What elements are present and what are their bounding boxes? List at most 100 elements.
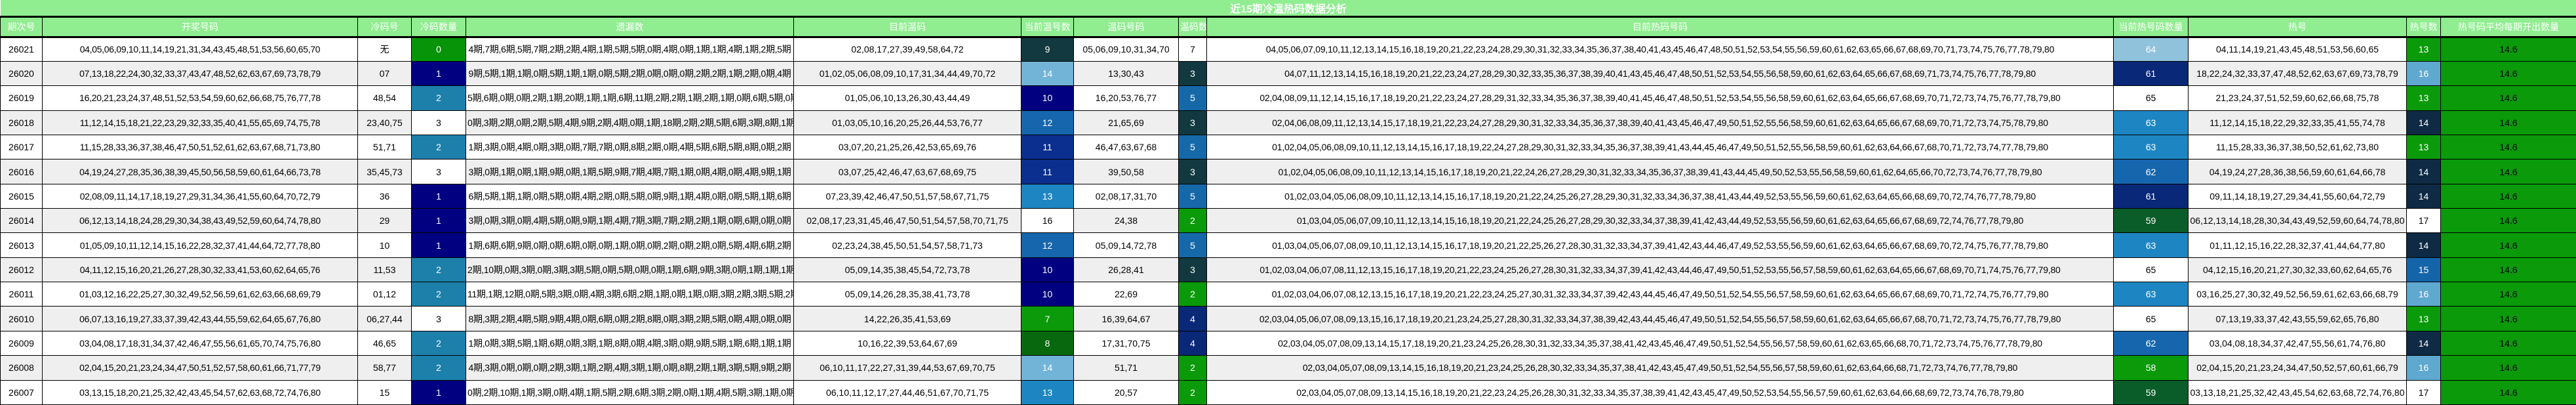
avg-per-period-cell: 14.6 <box>2440 36 2576 62</box>
period-cell: 26013 <box>0 232 43 258</box>
warm-current-cell: 03,07,25,42,46,47,63,67,68,69,75 <box>793 159 1021 184</box>
hot-numbers-list-cell: 04,07,11,12,13,14,15,16,18,19,20,21,22,2… <box>1206 60 2114 87</box>
hot-numbers-count-cell: 16 <box>2406 282 2441 307</box>
miss-counts-cell: 3期,0期,3期,0期,4期,5期,0期,9期,1期,4期,7期,3期,7期,2… <box>466 208 794 234</box>
warm-current-cell: 02,08,17,27,39,49,58,64,72 <box>793 36 1021 62</box>
hot-numbers-list-cell: 02,03,04,05,07,08,09,13,14,15,17,18,19,2… <box>1206 330 2114 356</box>
warm-current-count-cell: 11 <box>1021 159 1074 184</box>
table-row: 26013 01,05,09,10,11,12,14,15,16,22,28,32… <box>0 232 2576 258</box>
column-header-miss-counts: 遗漏数 <box>466 16 794 38</box>
cold-count-cell: 1 <box>411 208 466 234</box>
column-header-hot-count: 当前热号码数量 <box>2113 16 2189 38</box>
avg-per-period-cell: 14.6 <box>2440 183 2576 209</box>
table-row: 26010 06,07,13,16,19,27,33,37,39,42,43,44… <box>0 306 2576 331</box>
cold-count-cell: 1 <box>411 183 466 209</box>
column-header-warm-current-count: 当前温号数 <box>1021 16 1074 38</box>
avg-per-period-cell: 14.6 <box>2440 379 2576 405</box>
warm-count-cell: 2 <box>1178 282 1207 307</box>
warm-numbers-cell: 46,47,63,67,68 <box>1073 134 1179 160</box>
hot-numbers-cell: 03,04,08,18,34,37,42,47,55,56,61,74,76,8… <box>2188 330 2407 356</box>
table-row: 26020 07,13,18,22,24,30,32,33,37,43,47,48… <box>0 60 2576 87</box>
miss-counts-cell: 4期,3期,0期,0期,0期,2期,3期,1期,2期,4期,3期,1期,0期,8… <box>466 355 794 381</box>
warm-current-count-cell: 16 <box>1021 208 1074 234</box>
avg-per-period-cell: 14.6 <box>2440 159 2576 184</box>
cold-count-cell: 2 <box>411 282 466 307</box>
title-row: 近15期冷温热码数据分析 <box>0 0 2576 18</box>
warm-count-cell: 5 <box>1178 183 1207 209</box>
table-row: 26012 04,11,12,15,16,20,21,26,27,28,30,32… <box>0 257 2576 283</box>
warm-numbers-cell: 16,20,53,76,77 <box>1073 85 1179 111</box>
table-row: 26011 01,03,12,16,22,25,27,30,32,49,52,56… <box>0 282 2576 307</box>
hot-numbers-count-cell: 15 <box>2406 257 2441 283</box>
hot-numbers-list-cell: 02,04,06,08,09,11,12,13,14,15,17,18,19,2… <box>1206 110 2114 135</box>
hot-numbers-list-cell: 02,03,04,05,07,08,09,13,14,15,16,18,19,2… <box>1206 355 2114 381</box>
column-header-cold-number: 冷码号 <box>357 16 412 38</box>
warm-numbers-cell: 13,30,43 <box>1073 60 1179 87</box>
table-row: 26017 11,15,28,33,36,37,38,46,47,50,51,52… <box>0 134 2576 160</box>
table-row: 26008 02,04,15,20,21,23,24,34,47,50,51,52… <box>0 355 2576 381</box>
warm-numbers-cell: 16,39,64,67 <box>1073 306 1179 331</box>
period-cell: 26012 <box>0 257 43 283</box>
hot-numbers-list-cell: 01,03,04,05,06,07,08,09,10,11,12,13,14,1… <box>1206 232 2114 258</box>
hot-count-cell: 63 <box>2113 110 2189 135</box>
avg-per-period-cell: 14.6 <box>2440 85 2576 111</box>
table-row: 26007 03,13,15,18,20,21,25,32,42,43,45,54… <box>0 379 2576 405</box>
warm-count-cell: 5 <box>1178 134 1207 160</box>
draw-numbers-cell: 02,04,15,20,21,23,24,34,47,50,51,52,57,5… <box>42 355 358 381</box>
period-cell: 26011 <box>0 282 43 307</box>
avg-per-period-cell: 14.6 <box>2440 110 2576 135</box>
hot-numbers-list-cell: 04,05,06,07,09,10,11,12,13,14,15,16,18,1… <box>1206 36 2114 62</box>
warm-current-cell: 05,09,14,26,28,35,38,41,73,78 <box>793 282 1021 307</box>
avg-per-period-cell: 14.6 <box>2440 60 2576 87</box>
warm-current-cell: 01,05,06,10,13,26,30,43,44,49 <box>793 85 1021 111</box>
hot-numbers-count-cell: 17 <box>2406 208 2441 234</box>
draw-numbers-cell: 01,05,09,10,11,12,14,15,16,22,28,32,37,4… <box>42 232 358 258</box>
miss-counts-cell: 0期,3期,2期,0期,2期,5期,4期,9期,2期,4期,0期,1期,18期,… <box>466 110 794 135</box>
warm-count-cell: 4 <box>1178 306 1207 331</box>
hot-numbers-count-cell: 14 <box>2406 110 2441 135</box>
cold-number-cell: 58,77 <box>357 355 412 381</box>
table-row: 26019 16,20,21,23,24,37,48,51,52,53,54,59… <box>0 85 2576 111</box>
warm-numbers-cell: 02,08,17,31,70 <box>1073 183 1179 209</box>
cold-number-cell: 06,27,44 <box>357 306 412 331</box>
miss-counts-cell: 1期,0期,3期,5期,1期,6期,0期,3期,1期,8期,0期,4期,3期,0… <box>466 330 794 356</box>
hot-numbers-list-cell: 01,03,04,05,06,07,09,10,11,12,13,14,15,1… <box>1206 208 2114 234</box>
cold-number-cell: 51,71 <box>357 134 412 160</box>
warm-current-cell: 02,08,17,23,31,45,46,47,50,51,54,57,58,7… <box>793 208 1021 234</box>
warm-current-cell: 05,09,14,35,38,45,54,72,73,78 <box>793 257 1021 283</box>
draw-numbers-cell: 11,15,28,33,36,37,38,46,47,50,51,52,61,6… <box>42 134 358 160</box>
warm-count-cell: 5 <box>1178 85 1207 111</box>
warm-current-count-cell: 14 <box>1021 355 1074 381</box>
warm-current-count-cell: 11 <box>1021 134 1074 160</box>
hot-numbers-count-cell: 14 <box>2406 330 2441 356</box>
hot-numbers-cell: 11,15,28,33,36,37,38,50,52,61,62,73,80 <box>2188 134 2407 160</box>
draw-numbers-cell: 02,08,09,11,14,17,18,19,27,29,31,34,36,4… <box>42 183 358 209</box>
hot-numbers-list-cell: 01,02,03,04,06,07,08,11,12,13,15,16,17,1… <box>1206 257 2114 283</box>
column-header-warm-current: 目前温码 <box>793 16 1021 38</box>
cold-count-cell: 2 <box>411 355 466 381</box>
avg-per-period-cell: 14.6 <box>2440 330 2576 356</box>
warm-count-cell: 7 <box>1178 36 1207 62</box>
hot-count-cell: 61 <box>2113 60 2189 87</box>
draw-numbers-cell: 04,11,12,15,16,20,21,26,27,28,30,32,33,4… <box>42 257 358 283</box>
draw-numbers-cell: 06,07,13,16,19,27,33,37,39,42,43,44,55,5… <box>42 306 358 331</box>
cold-count-cell: 0 <box>411 36 466 62</box>
hot-numbers-cell: 03,16,25,27,30,32,49,52,56,59,61,62,63,6… <box>2188 282 2407 307</box>
warm-numbers-cell: 21,65,69 <box>1073 110 1179 135</box>
warm-current-count-cell: 13 <box>1021 379 1074 405</box>
period-cell: 26017 <box>0 134 43 160</box>
hot-numbers-cell: 11,12,14,15,18,22,29,32,33,35,41,55,74,7… <box>2188 110 2407 135</box>
hot-numbers-count-cell: 13 <box>2406 134 2441 160</box>
warm-numbers-cell: 24,38 <box>1073 208 1179 234</box>
period-cell: 26010 <box>0 306 43 331</box>
hot-numbers-list-cell: 01,02,03,04,05,06,08,09,10,11,12,13,14,1… <box>1206 183 2114 209</box>
cold-number-cell: 01,12 <box>357 282 412 307</box>
miss-counts-cell: 1期,6期,6期,9期,0期,0期,6期,0期,0期,1期,0期,0期,2期,0… <box>466 232 794 258</box>
hot-numbers-cell: 02,04,15,20,21,23,24,34,47,50,52,57,60,6… <box>2188 355 2407 381</box>
miss-counts-cell: 1期,3期,0期,4期,0期,3期,0期,7期,7期,0期,8期,2期,0期,4… <box>466 134 794 160</box>
hot-numbers-cell: 04,12,15,16,20,21,27,30,32,33,60,62,64,6… <box>2188 257 2407 283</box>
period-cell: 26008 <box>0 355 43 381</box>
warm-current-count-cell: 12 <box>1021 232 1074 258</box>
hot-count-cell: 63 <box>2113 232 2189 258</box>
